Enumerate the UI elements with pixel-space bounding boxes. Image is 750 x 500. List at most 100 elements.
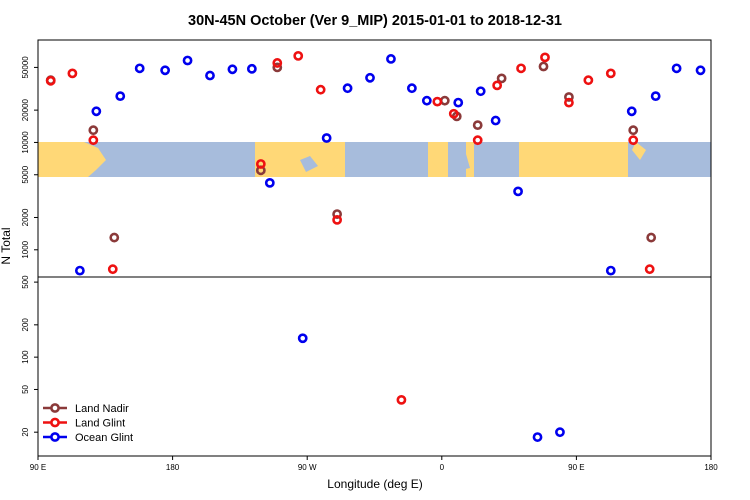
data-point xyxy=(605,68,616,79)
data-point xyxy=(315,84,326,95)
series-ocean-glint xyxy=(74,54,706,442)
data-point xyxy=(516,63,526,74)
legend-marker xyxy=(50,417,60,428)
x-axis-title: Longitude (deg E) xyxy=(327,477,422,491)
data-point xyxy=(583,75,594,86)
y-tick-label: 1000 xyxy=(21,240,30,258)
data-point xyxy=(134,63,145,74)
data-point xyxy=(650,91,661,102)
data-point xyxy=(421,95,432,106)
data-point xyxy=(671,63,682,74)
data-point xyxy=(115,91,126,102)
data-point xyxy=(91,106,102,117)
data-point xyxy=(332,209,343,220)
y-axis-title: N Total xyxy=(0,227,13,264)
data-point xyxy=(293,50,304,61)
data-point xyxy=(513,186,523,197)
coast-japan xyxy=(84,142,106,177)
data-point xyxy=(496,73,507,84)
y-tick-label: 200 xyxy=(21,318,30,332)
land-north-america xyxy=(255,142,345,177)
y-tick-label: 2000 xyxy=(21,208,30,226)
data-point xyxy=(342,83,353,94)
data-point xyxy=(564,97,574,108)
data-point xyxy=(67,68,78,79)
data-point xyxy=(74,265,85,276)
chart-title: 30N-45N October (Ver 9_MIP) 2015-01-01 t… xyxy=(188,13,562,29)
data-point xyxy=(475,86,486,97)
y-tick-label: 5000 xyxy=(21,165,30,183)
land-asia-west xyxy=(38,142,84,177)
data-point xyxy=(246,63,257,74)
data-point xyxy=(107,264,118,275)
data-point xyxy=(644,264,655,275)
coast-med-sea xyxy=(448,154,470,172)
y-tick-label: 10000 xyxy=(21,131,30,154)
coast-europe xyxy=(428,142,448,177)
y-tick-label: 20 xyxy=(21,427,30,436)
x-tick-label: 90 E xyxy=(568,463,584,472)
x-tick-label: 0 xyxy=(440,463,445,472)
legend: Land Nadir Land Glint Ocean Glint xyxy=(43,403,133,444)
data-point xyxy=(472,120,483,131)
legend-label: Ocean Glint xyxy=(75,432,133,444)
legend-marker xyxy=(50,432,60,442)
data-point xyxy=(297,333,308,344)
data-point xyxy=(272,58,283,68)
legend-marker xyxy=(50,403,60,413)
coast-caspian xyxy=(492,146,500,164)
data-point xyxy=(538,61,549,72)
plot-background xyxy=(38,40,711,456)
series-land-glint xyxy=(45,50,655,405)
data-point xyxy=(492,80,503,91)
x-tick-label: 90 E xyxy=(30,463,46,472)
coast-korea xyxy=(632,142,646,160)
data-point xyxy=(227,64,238,75)
data-point xyxy=(321,133,332,143)
world-map-band xyxy=(38,142,711,177)
plot-frame xyxy=(37,39,712,457)
data-point xyxy=(264,177,275,188)
land-china xyxy=(519,142,628,177)
data-points xyxy=(45,50,706,442)
data-point xyxy=(88,135,99,146)
y-tick-label: 100 xyxy=(21,350,30,364)
data-point xyxy=(160,65,171,76)
coast-atlantic-inlet xyxy=(300,156,318,172)
data-point xyxy=(605,265,616,276)
data-point xyxy=(628,135,639,146)
data-point xyxy=(109,232,120,243)
data-point xyxy=(406,83,417,94)
y-axis: 20 50 100 200 500 1000 2000 5000 10000 20000 50000 xyxy=(21,56,38,437)
data-point xyxy=(272,62,283,73)
data-point xyxy=(45,75,56,86)
coast-east-na xyxy=(328,142,345,177)
data-point xyxy=(386,54,396,64)
data-point xyxy=(255,159,266,169)
land-middle-east xyxy=(466,142,474,177)
legend-label: Land Nadir xyxy=(75,403,129,415)
data-point xyxy=(365,72,375,83)
data-point xyxy=(453,97,464,108)
data-point xyxy=(490,115,501,126)
legend-label: Land Glint xyxy=(75,418,125,430)
data-point xyxy=(646,232,657,243)
x-axis: 90 E 180 90 W 0 90 E 180 xyxy=(30,456,718,472)
coast-china-east xyxy=(616,142,628,177)
data-point xyxy=(695,65,706,76)
y-tick-label: 50000 xyxy=(21,56,30,79)
x-tick-label: 180 xyxy=(166,463,180,472)
plot-area xyxy=(38,40,711,456)
x-tick-label: 90 W xyxy=(298,463,317,472)
y-tick-label: 500 xyxy=(21,275,30,289)
data-point xyxy=(432,96,443,107)
data-point xyxy=(628,125,639,136)
x-tick-label: 180 xyxy=(704,463,718,472)
data-point xyxy=(205,70,215,81)
data-point xyxy=(626,106,637,117)
data-point xyxy=(555,427,565,438)
data-point xyxy=(472,135,483,146)
data-point xyxy=(448,108,459,119)
data-point xyxy=(182,55,193,66)
